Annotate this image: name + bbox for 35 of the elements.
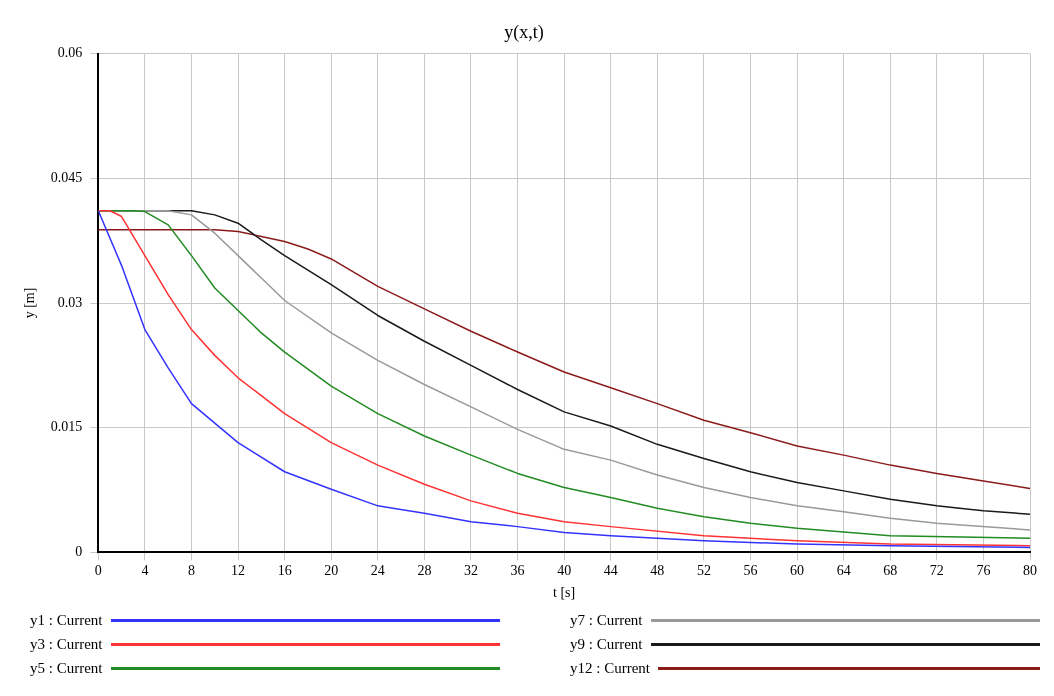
y-tick-label: 0	[75, 544, 83, 560]
chart-title: y(x,t)	[504, 21, 544, 43]
x-tick-label: 20	[324, 563, 339, 579]
x-tick-label: 72	[929, 563, 944, 579]
x-tick-label: 16	[277, 563, 292, 579]
x-tick-label: 64	[836, 563, 851, 579]
x-tick-label: 40	[557, 563, 572, 579]
x-tick-label: 68	[883, 563, 898, 579]
legend-label: y9 : Current	[570, 635, 643, 653]
y-tick-label: 0.06	[57, 45, 83, 61]
x-tick-label: 28	[417, 563, 432, 579]
x-tick-label: 12	[231, 563, 246, 579]
x-tick-label: 48	[650, 563, 665, 579]
x-axis-title: t [s]	[553, 585, 576, 601]
y-axis-title: y [m]	[22, 287, 38, 319]
legend-label: y12 : Current	[570, 659, 650, 677]
x-tick-label: 0	[94, 563, 102, 579]
x-tick-label: 60	[790, 563, 805, 579]
x-tick-label: 44	[603, 563, 618, 579]
y-tick-label: 0.015	[50, 419, 83, 435]
x-tick-label: 32	[463, 563, 478, 579]
legend-label: y1 : Current	[30, 611, 103, 629]
x-tick-label: 76	[976, 563, 991, 579]
x-tick-label: 56	[743, 563, 758, 579]
legend-label: y7 : Current	[570, 611, 643, 629]
x-tick-label: 4	[141, 563, 149, 579]
x-tick-label: 8	[187, 563, 195, 579]
x-tick-label: 80	[1023, 563, 1037, 579]
x-tick-label: 52	[696, 563, 711, 579]
x-tick-label: 24	[370, 563, 385, 579]
y-tick-label: 0.045	[50, 169, 83, 185]
legend-label: y3 : Current	[30, 635, 103, 653]
x-tick-label: 36	[510, 563, 525, 579]
y-tick-label: 0.03	[57, 294, 83, 310]
legend-label: y5 : Current	[30, 659, 103, 677]
